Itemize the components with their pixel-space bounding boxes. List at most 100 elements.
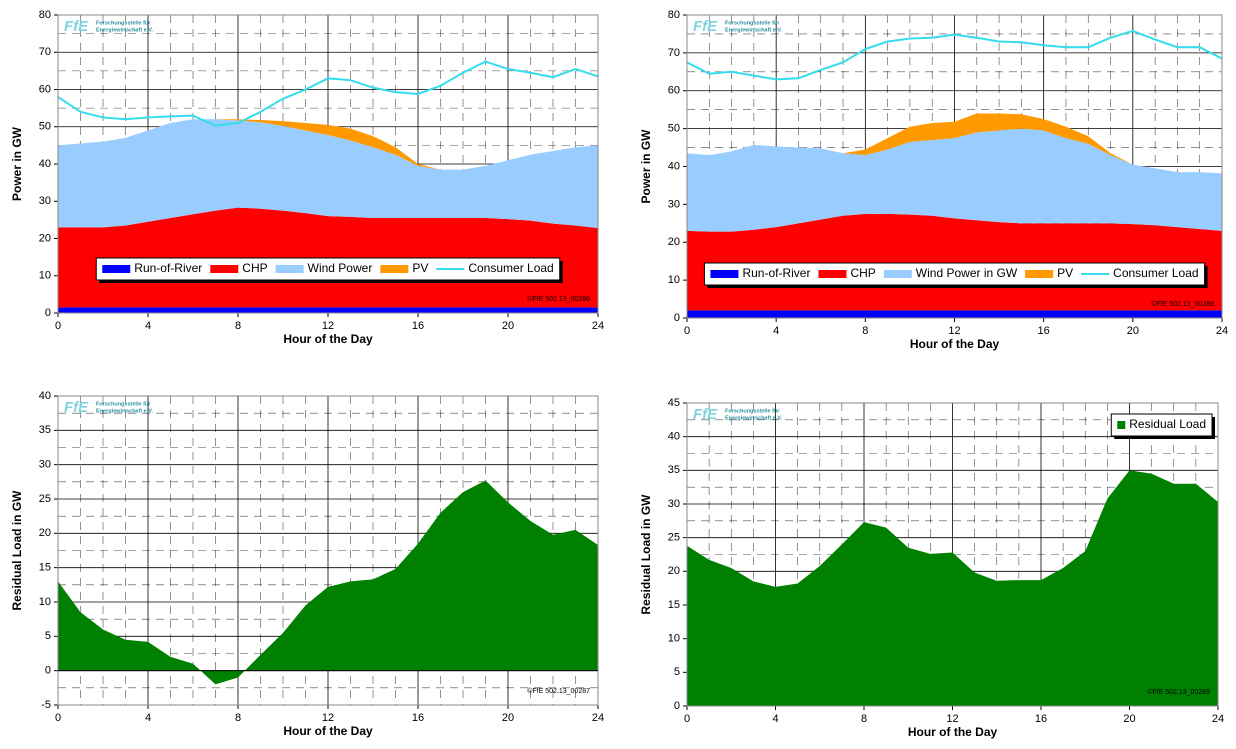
- legend-swatch: [883, 270, 912, 278]
- x-tick-label: 4: [145, 712, 151, 724]
- y-axis-title: Power in GW: [10, 126, 24, 201]
- legend-label: PV: [1057, 266, 1073, 280]
- x-tick-label: 16: [1038, 325, 1050, 337]
- legend-box: [1110, 413, 1213, 437]
- x-axis-title: Hour of the Day: [283, 724, 373, 738]
- logo-text: Forschungsstelle für: [725, 408, 780, 414]
- panel: -5 0 5 10 15 20 25 30 35 40 0 4 8 12 16 20 24 FfE Forschun…: [10, 390, 604, 738]
- logo-text: Energiewirtschaft e.V.: [725, 27, 782, 33]
- x-tick-label: 8: [235, 712, 241, 724]
- y-tick-label: 5: [45, 630, 51, 642]
- y-tick-label: 20: [668, 565, 680, 577]
- legend-label: Run-of-River: [134, 261, 202, 275]
- y-tick-label: 60: [668, 85, 680, 97]
- copyright: ©FfE 502.13_00289: [1147, 688, 1210, 696]
- plot-border: [57, 14, 599, 314]
- plot-border: [686, 402, 1219, 707]
- logo-mark: FfE: [64, 18, 89, 35]
- logo-text: Energiewirtschaft e.V.: [96, 27, 153, 33]
- legend-label: Residual Load: [1129, 417, 1206, 431]
- plot-border: [57, 395, 599, 706]
- y-tick-label: 20: [39, 527, 51, 539]
- y-tick-label: 30: [668, 498, 680, 510]
- y-tick-label: 15: [668, 599, 680, 611]
- y-tick-label: 50: [668, 123, 680, 135]
- area: [687, 213, 1222, 311]
- y-tick-label: 80: [39, 9, 51, 21]
- x-tick-label: 0: [55, 320, 61, 332]
- y-tick-label: 40: [668, 431, 680, 443]
- y-tick-label: 25: [39, 493, 51, 505]
- y-tick-label: 35: [668, 464, 680, 476]
- y-tick-label: 30: [39, 195, 51, 207]
- x-axis-title: Hour of the Day: [908, 725, 998, 739]
- area: [687, 310, 1222, 318]
- x-tick-label: 20: [502, 320, 514, 332]
- legend-label: Wind Power in GW: [916, 266, 1018, 280]
- area: [687, 113, 1222, 174]
- panel: 0 10 20 30 40 50 60 70 80 0 4 8 12 16 20 24 FfE Forschung…: [10, 9, 604, 346]
- y-tick-label: 50: [39, 121, 51, 133]
- x-tick-label: 12: [946, 713, 958, 725]
- area: [687, 128, 1222, 232]
- x-tick-label: 20: [1123, 713, 1135, 725]
- legend-swatch: [102, 265, 131, 273]
- y-tick-label: 0: [45, 665, 51, 677]
- logo-mark: FfE: [693, 18, 718, 35]
- x-tick-label: 16: [1035, 713, 1047, 725]
- legend-swatch: [818, 270, 847, 278]
- legend-label: PV: [412, 261, 428, 275]
- y-tick-label: 60: [39, 83, 51, 95]
- x-tick-label: 16: [412, 320, 424, 332]
- x-tick-label: 12: [322, 320, 334, 332]
- x-tick-label: 8: [862, 325, 868, 337]
- x-tick-label: 24: [1212, 713, 1224, 725]
- legend-swatch: [275, 265, 304, 273]
- y-tick-label: -5: [41, 699, 51, 711]
- load-line: [57, 60, 599, 127]
- panel: 0 10 20 30 40 50 60 70 80 0 4 8 12 16 20 24 FfE Forschung…: [639, 9, 1228, 351]
- logo-text: Forschungsstelle für: [96, 20, 151, 26]
- y-tick-label: 40: [668, 160, 680, 172]
- y-tick-label: 45: [668, 397, 680, 409]
- logo-text: Energiewirtschaft e.V.: [725, 415, 782, 421]
- x-tick-label: 20: [502, 712, 514, 724]
- copyright: ©FfE 502.13_00288: [1151, 300, 1214, 308]
- y-tick-label: 70: [39, 46, 51, 58]
- x-tick-label: 4: [772, 713, 778, 725]
- y-tick-label: 70: [668, 47, 680, 59]
- plot-border: [686, 14, 1223, 319]
- legend-label: Consumer Load: [468, 261, 553, 275]
- x-tick-label: 12: [322, 712, 334, 724]
- logo-mark: FfE: [64, 399, 89, 416]
- legend-swatch: [380, 265, 409, 273]
- logo-mark: FfE: [693, 406, 718, 423]
- x-tick-label: 24: [592, 712, 604, 724]
- x-tick-label: 24: [1216, 325, 1228, 337]
- logo-text: Forschungsstelle für: [725, 20, 780, 26]
- y-tick-label: 0: [674, 700, 680, 712]
- x-tick-label: 4: [145, 320, 151, 332]
- area: [687, 470, 1218, 706]
- y-tick-label: 10: [39, 596, 51, 608]
- y-axis-title: Power in GW: [639, 129, 653, 204]
- y-tick-label: 35: [39, 424, 51, 436]
- y-tick-label: 0: [674, 312, 680, 324]
- x-tick-label: 8: [861, 713, 867, 725]
- y-tick-label: 30: [39, 459, 51, 471]
- y-tick-label: 20: [668, 236, 680, 248]
- legend-swatch: [710, 270, 739, 278]
- legend-label: CHP: [850, 266, 875, 280]
- x-tick-label: 0: [684, 713, 690, 725]
- legend: Run-of-River CHP Wind Power in GW PV Consume…: [703, 262, 1208, 288]
- load-line: [686, 29, 1223, 81]
- x-tick-label: 16: [412, 712, 424, 724]
- legend: Residual Load: [1110, 413, 1215, 439]
- x-tick-label: 24: [592, 320, 604, 332]
- copyright: ©FfE 502.13_00287: [527, 687, 590, 695]
- legend-swatch: [1117, 421, 1126, 429]
- y-axis-title: Residual Load in GW: [10, 490, 24, 611]
- legend-box: [703, 262, 1206, 286]
- x-tick-label: 20: [1127, 325, 1139, 337]
